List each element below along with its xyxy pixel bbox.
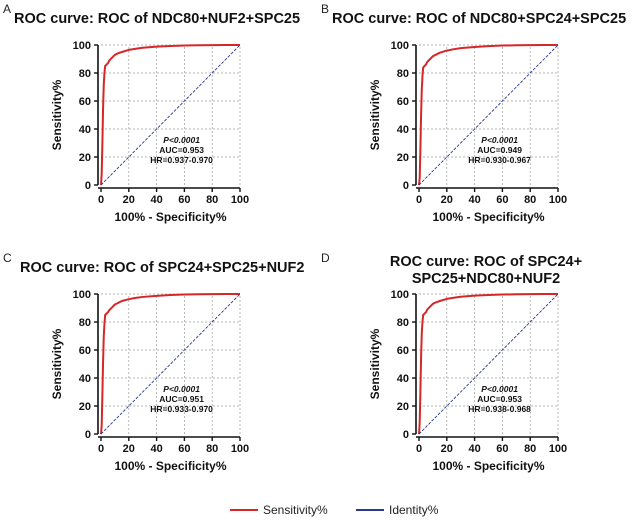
- y-tick-label: 0: [403, 429, 409, 441]
- chart-title: ROC curve: ROC of NDC80+NUF2+SPC25: [14, 11, 300, 27]
- x-tick-label: 100: [549, 443, 567, 455]
- x-tick-label: 0: [416, 194, 422, 206]
- x-tick-label: 100: [231, 443, 249, 455]
- y-tick-label: 100: [391, 40, 409, 52]
- identity-line: [418, 293, 559, 435]
- identity-line: [100, 293, 241, 435]
- y-tick-label: 40: [79, 124, 91, 136]
- x-tick-label: 60: [178, 443, 190, 455]
- y-tick-label: 80: [397, 68, 409, 80]
- panel-letter: B: [321, 2, 329, 16]
- x-tick-label: 80: [206, 443, 218, 455]
- y-tick-label: 20: [79, 152, 91, 164]
- y-tick-label: 0: [85, 180, 91, 192]
- annotation-auc: AUC=0.953: [477, 394, 522, 404]
- y-axis-label: Sensitivity%: [368, 79, 382, 150]
- x-tick-label: 100: [549, 194, 567, 206]
- y-tick-label: 40: [397, 124, 409, 136]
- annotation-p-value: P<0.0001: [481, 384, 518, 394]
- identity-line: [418, 44, 559, 186]
- chart-title: ROC curve: ROC of NDC80+SPC24+SPC25: [332, 11, 626, 27]
- x-tick-label: 80: [524, 443, 536, 455]
- x-tick-label: 80: [206, 194, 218, 206]
- x-tick-label: 20: [123, 443, 135, 455]
- chart-title-line-2: SPC25+NDC80+NUF2: [412, 271, 560, 287]
- annotation-hr: HR=0.937-0.970: [150, 155, 213, 165]
- annotation-p-value: P<0.0001: [163, 135, 200, 145]
- annotation-hr: HR=0.938-0.968: [468, 404, 531, 414]
- panel-b: B ROC curve: ROC of NDC80+SPC24+SPC25 0 2…: [321, 2, 626, 224]
- y-tick-label: 100: [73, 289, 91, 301]
- panel-c: C ROC curve: ROC of SPC24+SPC25+NUF2 0 20…: [3, 251, 304, 473]
- legend-label-identity: Identity%: [389, 503, 439, 517]
- chart-title: ROC curve: ROC of SPC24+: [390, 254, 582, 270]
- sensitivity-curve: [100, 293, 240, 435]
- y-tick-label: 100: [73, 40, 91, 52]
- y-tick-label: 60: [397, 345, 409, 357]
- x-tick-label: 0: [416, 443, 422, 455]
- x-tick-label: 40: [468, 194, 480, 206]
- annotation-auc: AUC=0.949: [477, 145, 522, 155]
- x-axis-label: 100% - Specificity%: [432, 459, 544, 473]
- y-tick-label: 20: [79, 401, 91, 413]
- x-tick-label: 0: [98, 443, 104, 455]
- x-tick-label: 60: [178, 194, 190, 206]
- legend-label-sensitivity: Sensitivity%: [263, 503, 328, 517]
- x-tick-label: 20: [123, 194, 135, 206]
- y-tick-label: 80: [79, 317, 91, 329]
- y-tick-label: 60: [79, 96, 91, 108]
- y-axis-label: Sensitivity%: [50, 79, 64, 150]
- y-tick-label: 40: [397, 373, 409, 385]
- chart-title: ROC curve: ROC of SPC24+SPC25+NUF2: [20, 260, 304, 276]
- panel-d: D ROC curve: ROC of SPC24+ SPC25+NDC80+N…: [321, 251, 582, 473]
- identity-line: [100, 44, 241, 186]
- x-tick-label: 40: [150, 194, 162, 206]
- y-tick-label: 20: [397, 401, 409, 413]
- y-tick-label: 80: [79, 68, 91, 80]
- x-tick-label: 40: [150, 443, 162, 455]
- x-axis-label: 100% - Specificity%: [114, 459, 226, 473]
- annotation-hr: HR=0.933-0.970: [150, 404, 213, 414]
- y-tick-label: 100: [391, 289, 409, 301]
- sensitivity-curve: [418, 44, 558, 186]
- annotation-p-value: P<0.0001: [481, 135, 518, 145]
- sensitivity-curve: [100, 44, 240, 186]
- y-tick-label: 60: [397, 96, 409, 108]
- x-axis-label: 100% - Specificity%: [432, 210, 544, 224]
- annotation-auc: AUC=0.953: [159, 145, 204, 155]
- sensitivity-curve: [418, 293, 558, 435]
- x-tick-label: 40: [468, 443, 480, 455]
- y-axis-label: Sensitivity%: [50, 328, 64, 399]
- legend: Sensitivity% Identity%: [230, 503, 439, 517]
- x-tick-label: 60: [496, 443, 508, 455]
- y-tick-label: 0: [403, 180, 409, 192]
- y-axis-label: Sensitivity%: [368, 328, 382, 399]
- annotation-hr: HR=0.930-0.967: [468, 155, 531, 165]
- x-axis-label: 100% - Specificity%: [114, 210, 226, 224]
- annotation-auc: AUC=0.951: [159, 394, 204, 404]
- panel-letter: D: [321, 251, 330, 265]
- x-tick-label: 20: [441, 194, 453, 206]
- panel-letter: A: [3, 2, 11, 16]
- x-tick-label: 80: [524, 194, 536, 206]
- y-tick-label: 20: [397, 152, 409, 164]
- x-tick-label: 100: [231, 194, 249, 206]
- y-tick-label: 0: [85, 429, 91, 441]
- panel-letter: C: [3, 251, 12, 265]
- x-tick-label: 20: [441, 443, 453, 455]
- panel-a: A ROC curve: ROC of NDC80+NUF2+SPC25 0 20…: [3, 2, 300, 224]
- y-tick-label: 80: [397, 317, 409, 329]
- y-tick-label: 60: [79, 345, 91, 357]
- x-tick-label: 0: [98, 194, 104, 206]
- annotation-p-value: P<0.0001: [163, 384, 200, 394]
- x-tick-label: 60: [496, 194, 508, 206]
- y-tick-label: 40: [79, 373, 91, 385]
